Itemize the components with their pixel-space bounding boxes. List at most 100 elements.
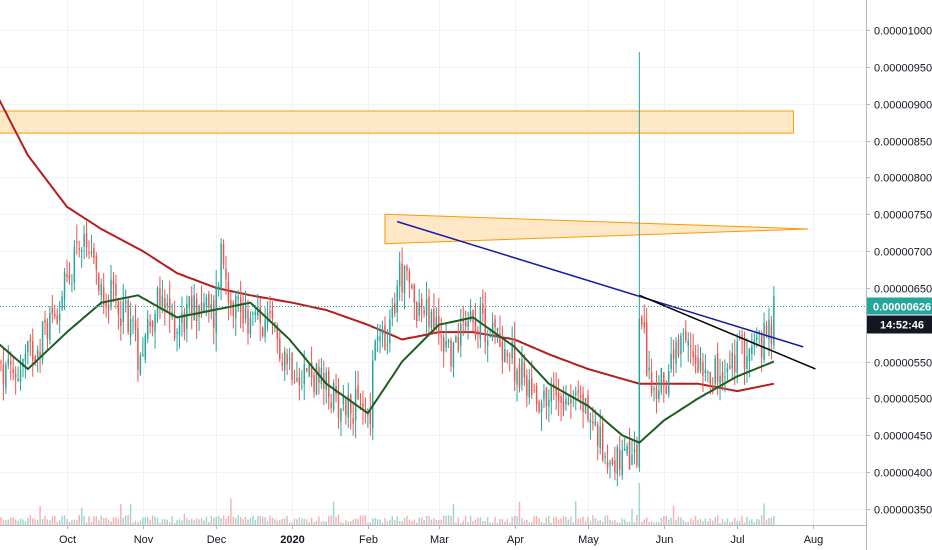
- candle: [445, 324, 447, 353]
- candle-body: [29, 339, 32, 342]
- candle-body: [146, 319, 149, 339]
- resistance-zones[interactable]: [0, 110, 809, 245]
- candle: [423, 306, 425, 318]
- candle: [726, 363, 729, 382]
- volume-bar: [308, 522, 310, 525]
- candle-body: [587, 395, 589, 420]
- volume-bar: [342, 522, 345, 525]
- volume-bar: [709, 518, 712, 525]
- candle-body: [394, 303, 396, 314]
- candle: [530, 360, 533, 399]
- candle: [298, 367, 301, 401]
- candle: [731, 343, 734, 379]
- candle: [682, 328, 685, 353]
- volume-bar: [460, 522, 462, 525]
- candle: [660, 367, 663, 395]
- candle-body: [467, 320, 469, 327]
- trendlines[interactable]: [396, 220, 816, 370]
- candle-body: [83, 234, 85, 247]
- volume-bar: [418, 517, 420, 525]
- candle: [217, 281, 220, 297]
- candle-body: [611, 459, 614, 465]
- candle-body: [565, 398, 567, 405]
- volume-bar: [164, 519, 166, 525]
- volume-bar: [406, 515, 408, 525]
- volume-bar: [753, 522, 756, 525]
- volume-bar: [398, 520, 401, 525]
- volume-bar: [24, 521, 27, 525]
- candle: [675, 337, 677, 374]
- candle: [584, 397, 587, 414]
- candle: [460, 308, 462, 358]
- candle: [376, 323, 379, 353]
- price-tick-label: 0.00000350: [874, 505, 932, 517]
- candle-body: [230, 300, 232, 308]
- candle-body: [291, 353, 293, 381]
- candle-body: [110, 279, 112, 307]
- volume-bar: [369, 522, 372, 525]
- candle: [362, 390, 364, 425]
- candle: [626, 442, 628, 457]
- candle: [758, 329, 760, 347]
- candle: [582, 386, 584, 429]
- volume-bar: [430, 519, 433, 525]
- candle: [24, 344, 27, 379]
- volume-bar: [553, 517, 555, 525]
- candle: [210, 293, 213, 320]
- candle-body: [597, 424, 599, 447]
- trendline-blue[interactable]: [396, 220, 804, 348]
- candle-body: [606, 461, 609, 469]
- volume-bar: [291, 522, 293, 525]
- candle: [198, 304, 200, 332]
- volume-bar: [271, 517, 274, 525]
- candle: [403, 265, 406, 310]
- volume-bar: [582, 516, 584, 525]
- volume-bar: [714, 517, 716, 525]
- candle: [442, 334, 445, 368]
- volume-bar: [44, 515, 46, 525]
- time-axis[interactable]: Oct Nov Dec 2020 Feb Mar Apr May Jun Jul Aug: [0, 525, 866, 550]
- candle-body: [315, 363, 318, 395]
- candle: [631, 440, 633, 466]
- volume-bar: [17, 520, 19, 525]
- volume-bar: [494, 516, 496, 525]
- candle: [526, 369, 528, 408]
- candle: [342, 384, 345, 412]
- resistance-zone-2[interactable]: [384, 213, 809, 245]
- candle: [227, 272, 230, 321]
- candle-body: [242, 306, 244, 324]
- volume-bar: [122, 517, 124, 525]
- candle-body: [420, 298, 423, 308]
- volume-bar: [743, 522, 746, 525]
- resistance-zone-1[interactable]: [0, 110, 794, 134]
- volume-bar: [242, 519, 244, 525]
- volume-bar: [420, 517, 423, 525]
- trendline-black[interactable]: [639, 294, 816, 370]
- candle-body: [464, 321, 467, 327]
- candle-body: [682, 333, 685, 335]
- volume-bar: [516, 516, 518, 525]
- candle: [567, 395, 570, 406]
- candle-body: [376, 336, 379, 341]
- volume-bar: [533, 516, 535, 525]
- volume-bar: [672, 505, 675, 525]
- candle-body: [183, 312, 186, 333]
- candle-body: [435, 317, 438, 330]
- candle: [428, 288, 430, 337]
- candle: [743, 331, 746, 385]
- volume-bar: [198, 519, 200, 525]
- candle: [398, 251, 401, 301]
- candle-body: [95, 255, 98, 270]
- price-axis[interactable]: 0.00001000 0.00000950 0.00000900 0.00000850…: [866, 0, 932, 550]
- candle: [2, 347, 5, 401]
- candle: [83, 225, 85, 260]
- candle-body: [631, 454, 633, 466]
- candle-body: [107, 304, 110, 310]
- candle-body: [557, 392, 560, 401]
- candle-body: [719, 375, 721, 385]
- candle: [452, 341, 455, 378]
- volume-bar: [381, 522, 384, 525]
- candle: [39, 338, 41, 373]
- volume-bar: [472, 521, 474, 525]
